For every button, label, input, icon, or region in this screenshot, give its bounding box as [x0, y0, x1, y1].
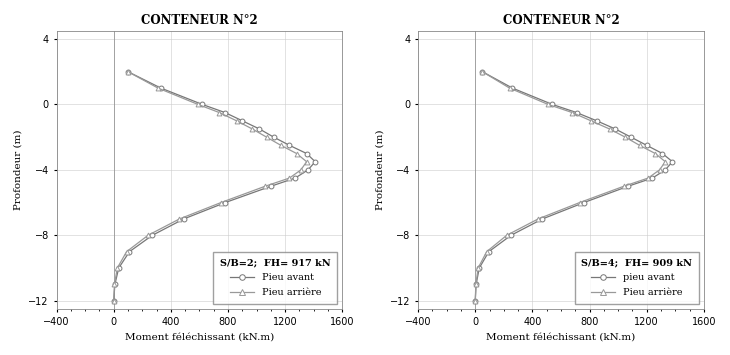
- Legend: pieu avant, Pieu arrière: pieu avant, Pieu arrière: [575, 252, 699, 304]
- X-axis label: Moment féléchissant (kN.m): Moment féléchissant (kN.m): [125, 332, 274, 341]
- Y-axis label: Profondeur (m): Profondeur (m): [375, 130, 385, 210]
- Legend: Pieu avant, Pieu arrière: Pieu avant, Pieu arrière: [213, 252, 337, 304]
- Title: CONTENEUR N°2: CONTENEUR N°2: [141, 14, 258, 27]
- Y-axis label: Profondeur (m): Profondeur (m): [14, 130, 23, 210]
- X-axis label: Moment féléchissant (kN.m): Moment féléchissant (kN.m): [486, 332, 636, 341]
- Title: CONTENEUR N°2: CONTENEUR N°2: [503, 14, 619, 27]
